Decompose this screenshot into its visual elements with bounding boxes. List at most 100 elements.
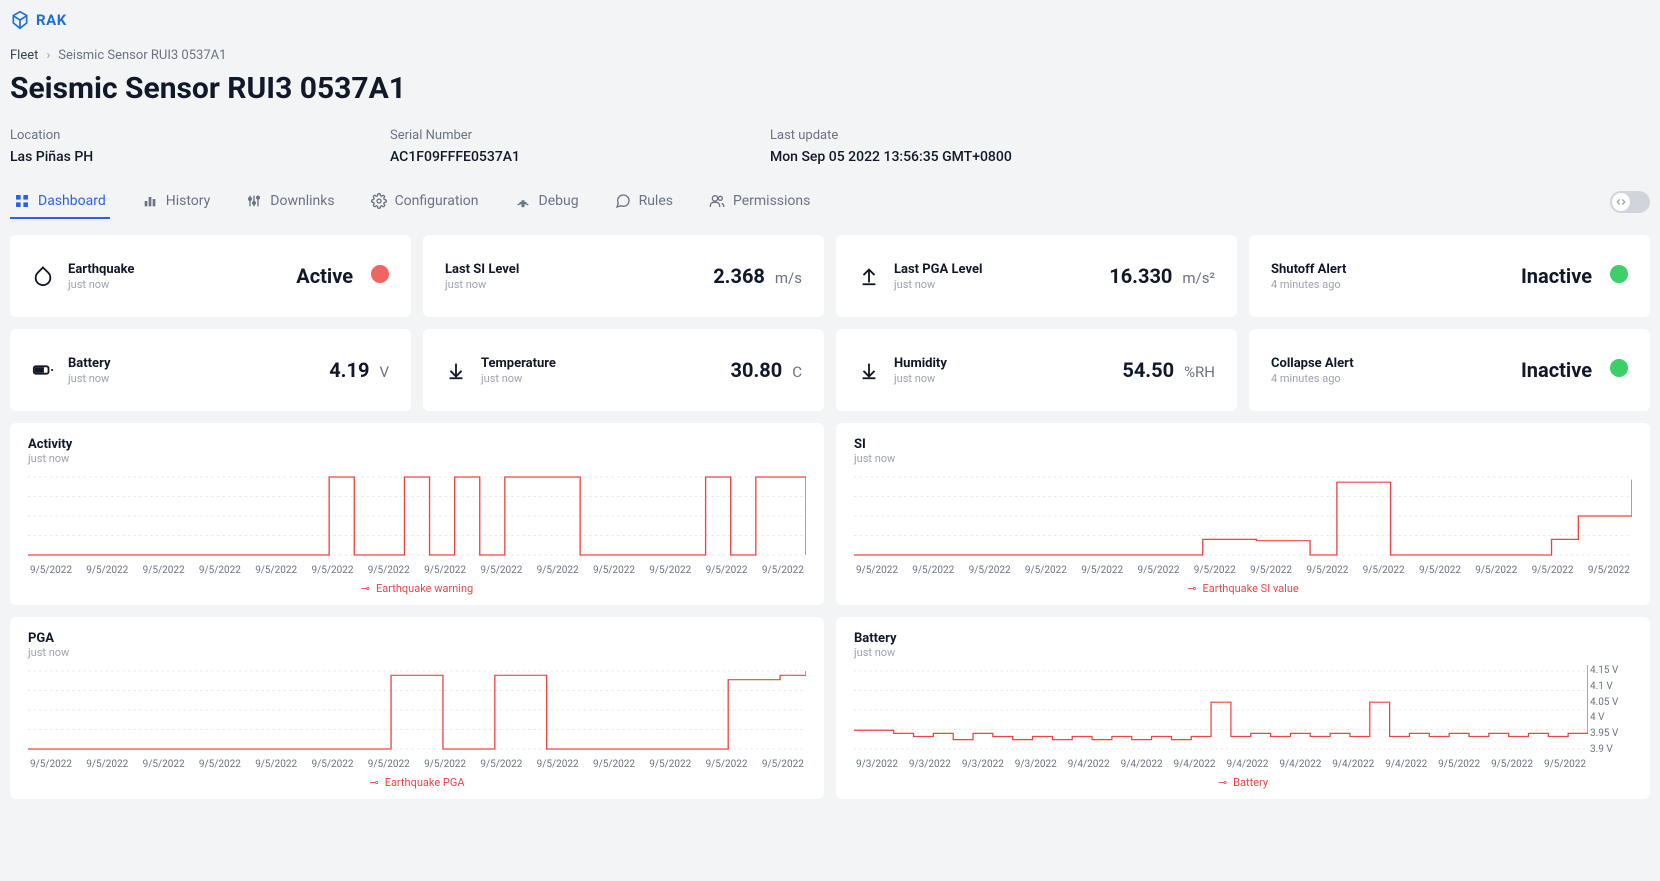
chart-pga-sub: just now — [28, 646, 806, 659]
chart-pga-title: PGA — [28, 631, 806, 646]
breadcrumb-root[interactable]: Fleet — [10, 48, 38, 63]
users-icon — [709, 193, 725, 209]
kpi-unit: %RH — [1184, 363, 1215, 381]
kpi-earthquake: Earthquake just now Active — [10, 235, 411, 317]
kpi-title: Humidity — [894, 356, 947, 371]
kpi-collapse: Collapse Alert 4 minutes ago Inactive — [1249, 329, 1650, 411]
chart-battery-xaxis: 9/3/20229/3/20229/3/20229/3/20229/4/2022… — [854, 759, 1588, 770]
kpi-sub: just now — [68, 278, 134, 291]
chart-pga-xaxis: 9/5/20229/5/20229/5/20229/5/20229/5/2022… — [28, 759, 806, 770]
kpi-unit: V — [379, 363, 389, 381]
chart-si-sub: just now — [854, 452, 1632, 465]
meta-updated: Last update Mon Sep 05 2022 13:56:35 GMT… — [770, 128, 1150, 165]
chart-si-title: SI — [854, 437, 1632, 452]
bars-icon — [142, 193, 158, 209]
kpi-battery: Battery just now 4.19 V — [10, 329, 411, 411]
tab-bar: Dashboard History Downlinks Configuration De… — [10, 185, 814, 219]
tab-label: Rules — [639, 193, 673, 209]
meta-row: Location Las Piñas PH Serial Number AC1F… — [10, 128, 1650, 165]
chart-battery-legend: ⊸Battery — [854, 776, 1632, 789]
kpi-row-2: Battery just now 4.19 V Temperature just… — [10, 329, 1650, 411]
toggle-knob — [1612, 193, 1630, 211]
kpi-si: Last SI Level just now 2.368 m/s — [423, 235, 824, 317]
kpi-value: 4.19 — [329, 358, 369, 382]
kpi-title: Battery — [68, 356, 111, 371]
dev-mode-toggle[interactable] — [1610, 191, 1650, 213]
breadcrumb-current: Seismic Sensor RUI3 0537A1 — [58, 48, 226, 63]
tab-rules[interactable]: Rules — [611, 185, 677, 219]
chat-icon — [615, 193, 631, 209]
meta-serial: Serial Number AC1F09FFFE0537A1 — [390, 128, 770, 165]
kpi-shutoff: Shutoff Alert 4 minutes ago Inactive — [1249, 235, 1650, 317]
tab-label: Dashboard — [38, 193, 106, 209]
kpi-pga: Last PGA Level just now 16.330 m/s² — [836, 235, 1237, 317]
chart-activity-sub: just now — [28, 452, 806, 465]
kpi-title: Shutoff Alert — [1271, 262, 1346, 277]
tab-label: Debug — [539, 193, 579, 209]
tab-dashboard[interactable]: Dashboard — [10, 185, 110, 219]
tab-debug[interactable]: Debug — [511, 185, 583, 219]
kpi-sub: just now — [894, 372, 947, 385]
chart-battery-yticks: 4.15 V4.1 V4.05 V4 V3.95 V3.9 V — [1590, 665, 1630, 755]
chevron-right-icon: › — [46, 48, 50, 63]
code-icon — [1616, 197, 1626, 207]
kpi-value: Inactive — [1521, 358, 1592, 382]
rak-logo-icon — [10, 10, 30, 30]
status-dot — [371, 265, 389, 283]
tab-history[interactable]: History — [138, 185, 215, 219]
chart-activity: Activity just now 9/5/20229/5/20229/5/20… — [10, 423, 824, 605]
tab-label: Downlinks — [270, 193, 334, 209]
kpi-title: Collapse Alert — [1271, 356, 1354, 371]
download-icon — [445, 359, 467, 381]
meta-updated-value: Mon Sep 05 2022 13:56:35 GMT+0800 — [770, 149, 1150, 165]
kpi-value: 30.80 — [731, 358, 783, 382]
meta-location-value: Las Piñas PH — [10, 149, 390, 165]
kpi-row-1: Earthquake just now Active Last SI Level… — [10, 235, 1650, 317]
kpi-humidity: Humidity just now 54.50 %RH — [836, 329, 1237, 411]
chart-si: SI just now 9/5/20229/5/20229/5/20229/5/… — [836, 423, 1650, 605]
kpi-sub: 4 minutes ago — [1271, 278, 1346, 291]
chart-battery-sub: just now — [854, 646, 1632, 659]
breadcrumb: Fleet › Seismic Sensor RUI3 0537A1 — [10, 48, 1650, 63]
tab-permissions[interactable]: Permissions — [705, 185, 814, 219]
chart-si-svg — [854, 471, 1632, 561]
chart-activity-svg — [28, 471, 806, 561]
tab-label: History — [166, 193, 211, 209]
tab-configuration[interactable]: Configuration — [367, 185, 483, 219]
page-title: Seismic Sensor RUI3 0537A1 — [10, 71, 1650, 106]
kpi-value: Active — [296, 264, 353, 288]
chart-si-legend: ⊸Earthquake SI value — [854, 582, 1632, 595]
status-dot — [1610, 265, 1628, 283]
kpi-sub: 4 minutes ago — [1271, 372, 1354, 385]
upload-icon — [858, 265, 880, 287]
kpi-value: 16.330 — [1109, 264, 1172, 288]
sliders-icon — [246, 193, 262, 209]
chart-activity-legend: ⊸Earthquake warning — [28, 582, 806, 595]
signal-icon — [515, 193, 531, 209]
kpi-unit: C — [792, 363, 802, 381]
chart-pga-svg — [28, 665, 806, 755]
kpi-value: 2.368 — [713, 264, 765, 288]
kpi-title: Last SI Level — [445, 262, 519, 277]
kpi-sub: just now — [481, 372, 556, 385]
chart-pga-legend: ⊸Earthquake PGA — [28, 776, 806, 789]
tab-downlinks[interactable]: Downlinks — [242, 185, 338, 219]
kpi-title: Last PGA Level — [894, 262, 982, 277]
chart-battery: Battery just now 4.15 V4.1 V4.05 V4 V3.9… — [836, 617, 1650, 799]
kpi-sub: just now — [68, 372, 111, 385]
kpi-unit: m/s² — [1182, 269, 1215, 287]
kpi-title: Earthquake — [68, 262, 134, 277]
meta-serial-label: Serial Number — [390, 128, 770, 143]
kpi-sub: just now — [445, 278, 519, 291]
kpi-title: Temperature — [481, 356, 556, 371]
kpi-temperature: Temperature just now 30.80 C — [423, 329, 824, 411]
chart-battery-title: Battery — [854, 631, 1632, 646]
chart-activity-xaxis: 9/5/20229/5/20229/5/20229/5/20229/5/2022… — [28, 565, 806, 576]
chart-activity-title: Activity — [28, 437, 806, 452]
chart-pga: PGA just now 9/5/20229/5/20229/5/20229/5… — [10, 617, 824, 799]
brand-logo[interactable]: RAK — [10, 10, 1650, 30]
grid-icon — [14, 193, 30, 209]
meta-updated-label: Last update — [770, 128, 1150, 143]
meta-location-label: Location — [10, 128, 390, 143]
meta-serial-value: AC1F09FFFE0537A1 — [390, 149, 770, 165]
